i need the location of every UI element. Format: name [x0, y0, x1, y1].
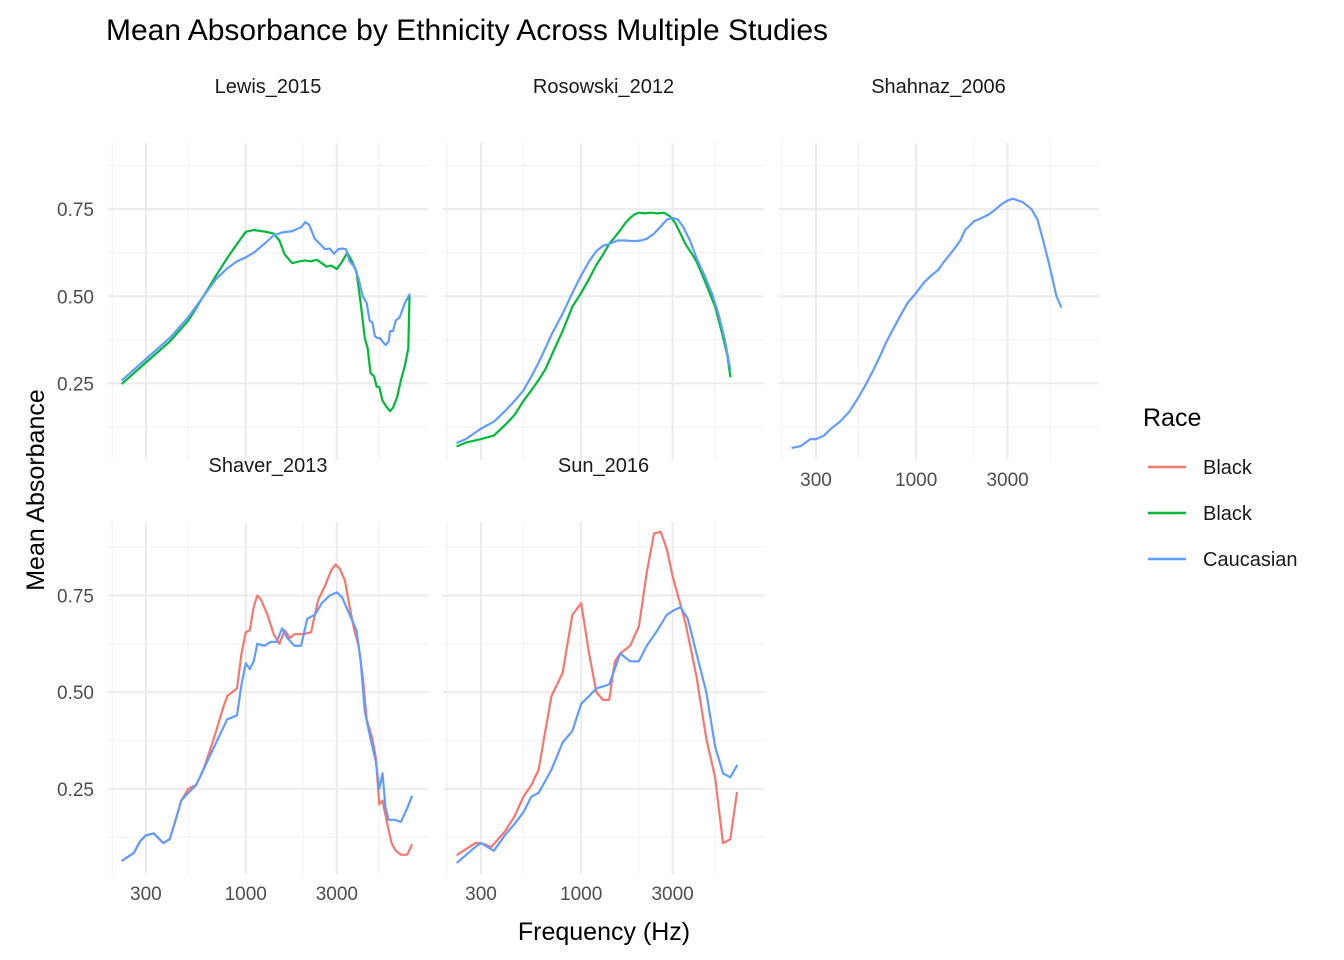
x-axis-title: Frequency (Hz) [518, 918, 690, 946]
legend-label: Black [1203, 457, 1253, 479]
legend-item: Black [1148, 457, 1253, 479]
y-axis-title: Mean Absorbance [22, 389, 50, 591]
x-tick-label: 300 [800, 470, 832, 491]
x-tick-label: 3000 [986, 470, 1028, 491]
chart-title: Mean Absorbance by Ethnicity Across Mult… [106, 14, 828, 47]
series-line-black-rosowski-2012 [456, 211, 732, 448]
series-line-caucasian-rosowski-2012 [456, 216, 732, 444]
y-tick-label: 0.25 [57, 374, 94, 395]
y-tick-label: 0.75 [57, 200, 94, 221]
series-line-black-lewis-2015 [121, 229, 411, 413]
panel-rosowski-2012: Rosowski_2012 [443, 76, 764, 460]
x-tick-label: 1000 [895, 470, 937, 491]
y-tick-label: 0.75 [57, 586, 94, 607]
series-line-black-shaver-2013 [121, 563, 413, 862]
series-line-caucasian-lewis-2015 [121, 221, 411, 381]
y-tick-label: 0.50 [57, 683, 94, 704]
legend-item: Caucasian [1148, 549, 1298, 571]
panel-sun-2016: Sun_2016 300 1000 3000 [443, 455, 764, 905]
strip-label: Shahnaz_2006 [871, 76, 1006, 98]
x-tick-label: 1000 [225, 884, 267, 905]
strip-label: Shaver_2013 [209, 455, 328, 477]
x-tick-label: 300 [465, 884, 497, 905]
panel-shahnaz-2006: Shahnaz_2006 300 1000 3000 [778, 76, 1099, 491]
legend-label: Caucasian [1203, 549, 1298, 571]
y-tick-label: 0.50 [57, 287, 94, 308]
y-tick-label: 0.25 [57, 780, 94, 801]
strip-label: Lewis_2015 [215, 76, 322, 98]
x-tick-label: 3000 [316, 884, 358, 905]
x-tick-label: 300 [130, 884, 162, 905]
series-line-caucasian-shahnaz-2006 [791, 197, 1063, 449]
x-tick-label: 3000 [651, 884, 693, 905]
legend-title: Race [1143, 404, 1201, 432]
strip-label: Rosowski_2012 [533, 76, 674, 98]
facet-panels: Lewis_2015 0.25 0.50 0.75 Rosowski_2012 Shahn… [57, 76, 1099, 905]
legend: Race Black Black Caucasian [1143, 404, 1298, 571]
panel-lewis-2015: Lewis_2015 0.25 0.50 0.75 [57, 76, 428, 460]
strip-label: Sun_2016 [558, 455, 649, 477]
legend-item: Black [1148, 503, 1253, 525]
legend-label: Black [1203, 503, 1253, 525]
series-line-black-sun-2016 [456, 530, 738, 856]
panel-shaver-2013: Shaver_2013 0.25 0.50 0.75 300 1000 3000 [57, 455, 428, 905]
x-tick-label: 1000 [560, 884, 602, 905]
series-line-caucasian-sun-2016 [456, 606, 738, 864]
series-line-caucasian-shaver-2013 [121, 591, 413, 862]
